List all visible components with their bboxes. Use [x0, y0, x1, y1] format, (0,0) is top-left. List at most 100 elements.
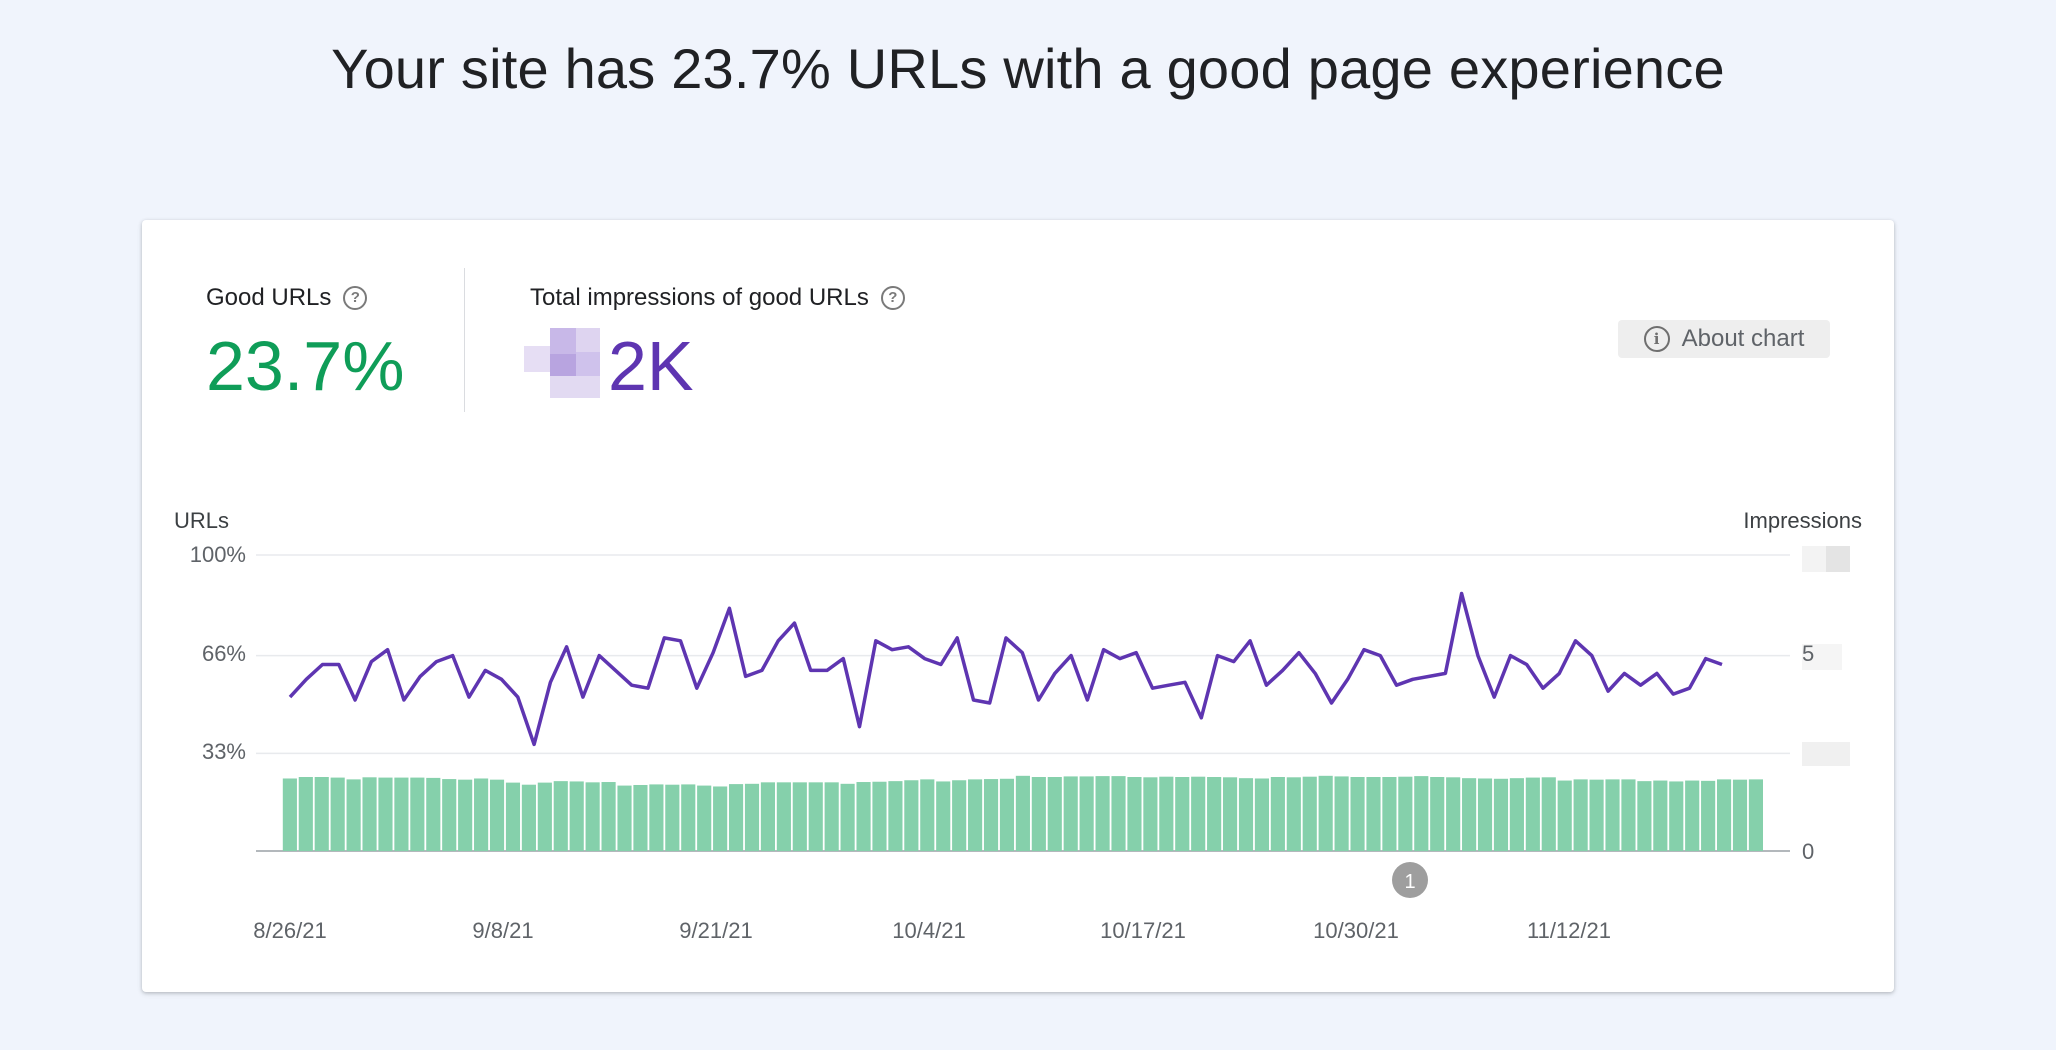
- redacted-tick-blur: [1802, 742, 1850, 766]
- bar: [936, 781, 951, 851]
- bar: [585, 782, 600, 851]
- bar: [999, 778, 1015, 851]
- bar: [346, 779, 361, 851]
- page-headline: Your site has 23.7% URLs with a good pag…: [331, 37, 1725, 100]
- bar: [1063, 776, 1078, 851]
- impressions-metric-label: Total impressions of good URLs ?: [530, 284, 905, 312]
- bar: [649, 784, 664, 851]
- bar: [1222, 777, 1238, 851]
- bar: [1748, 779, 1763, 851]
- bar: [1541, 777, 1556, 851]
- bar: [1127, 777, 1142, 851]
- bar: [282, 778, 297, 851]
- bar: [1653, 780, 1668, 851]
- bar: [1015, 775, 1030, 851]
- bar: [1270, 777, 1285, 851]
- bar: [474, 778, 489, 851]
- annotation-circle[interactable]: [1392, 862, 1428, 898]
- x-tick-label: 8/26/21: [253, 918, 326, 943]
- bar: [330, 777, 345, 851]
- bar: [968, 779, 983, 851]
- about-chart-button[interactable]: i About chart: [1618, 320, 1830, 358]
- x-tick-label: 9/8/21: [472, 918, 533, 943]
- info-icon: i: [1643, 326, 1670, 352]
- bar: [505, 782, 521, 851]
- bar: [1207, 777, 1222, 851]
- bar: [952, 780, 967, 851]
- bar: [362, 777, 377, 851]
- left-tick-33: 33%: [202, 739, 246, 764]
- bar: [872, 781, 887, 851]
- bar: [665, 784, 680, 851]
- bar: [1685, 780, 1700, 851]
- impressions-label-text: Total impressions of good URLs: [530, 284, 869, 311]
- bar: [1669, 781, 1684, 851]
- bar: [442, 779, 457, 851]
- good-urls-value: 23.7%: [206, 327, 405, 405]
- left-axis-title: URLs: [174, 508, 229, 533]
- bar: [1031, 777, 1046, 851]
- bar: [1079, 776, 1094, 851]
- bar: [553, 781, 568, 851]
- bar: [920, 779, 935, 851]
- bar: [1047, 777, 1062, 851]
- bar: [808, 782, 823, 851]
- x-axis-labels: 8/26/21 9/8/21 9/21/21 10/4/21 10/17/21 10/30…: [253, 918, 1611, 943]
- bar: [792, 782, 807, 851]
- right-axis-title: Impressions: [1743, 508, 1862, 533]
- x-tick-label: 9/21/21: [679, 918, 752, 943]
- bar: [697, 785, 712, 851]
- bar: [983, 779, 999, 851]
- bar: [1254, 778, 1269, 851]
- x-tick-label: 10/17/21: [1100, 918, 1186, 943]
- bar-series: [282, 775, 1763, 851]
- bar: [856, 782, 871, 851]
- bar: [1143, 777, 1158, 851]
- help-icon[interactable]: ?: [343, 286, 368, 310]
- bar: [1589, 779, 1604, 851]
- bar: [1509, 778, 1524, 851]
- about-chart-label: About chart: [1681, 325, 1805, 352]
- bar: [1477, 778, 1493, 851]
- bar: [744, 783, 760, 851]
- right-tick-zero: 0: [1802, 839, 1814, 864]
- bar: [1732, 779, 1748, 851]
- good-urls-chart: URLs Impressions 100% 66% 33% 5 0 8/26/2…: [174, 508, 1862, 943]
- left-tick-66: 66%: [202, 641, 246, 666]
- annotation-marker[interactable]: 1: [1392, 862, 1428, 898]
- redacted-tick-blur: [1826, 546, 1850, 572]
- bar: [1557, 780, 1572, 851]
- bar: [378, 777, 393, 851]
- bar: [489, 779, 505, 851]
- bar: [1605, 779, 1620, 851]
- x-tick-label: 11/12/21: [1527, 918, 1611, 943]
- bar: [521, 784, 536, 851]
- bar: [1111, 776, 1126, 851]
- bar: [1462, 778, 1477, 851]
- bar: [1621, 779, 1636, 851]
- left-tick-100: 100%: [190, 542, 246, 567]
- impressions-value: 2K: [608, 327, 694, 405]
- bar: [1716, 779, 1732, 851]
- bar: [617, 785, 632, 851]
- redacted-value-blur: [524, 328, 600, 398]
- bar: [760, 782, 775, 851]
- good-urls-label-text: Good URLs: [206, 284, 332, 311]
- bar: [1573, 779, 1588, 851]
- bar: [314, 777, 329, 851]
- bar: [776, 782, 791, 851]
- bar: [1302, 776, 1317, 851]
- bar: [888, 781, 903, 851]
- bar: [681, 784, 696, 851]
- bar: [569, 781, 584, 851]
- bar: [1366, 777, 1381, 851]
- bar: [633, 784, 648, 851]
- impressions-line: [288, 591, 1723, 747]
- bar: [1334, 776, 1349, 851]
- bar: [1493, 778, 1509, 851]
- bar: [458, 779, 473, 851]
- metric-divider: [464, 268, 465, 412]
- x-tick-label: 10/30/21: [1313, 918, 1399, 943]
- help-icon[interactable]: ?: [880, 286, 905, 310]
- bar: [1525, 777, 1540, 851]
